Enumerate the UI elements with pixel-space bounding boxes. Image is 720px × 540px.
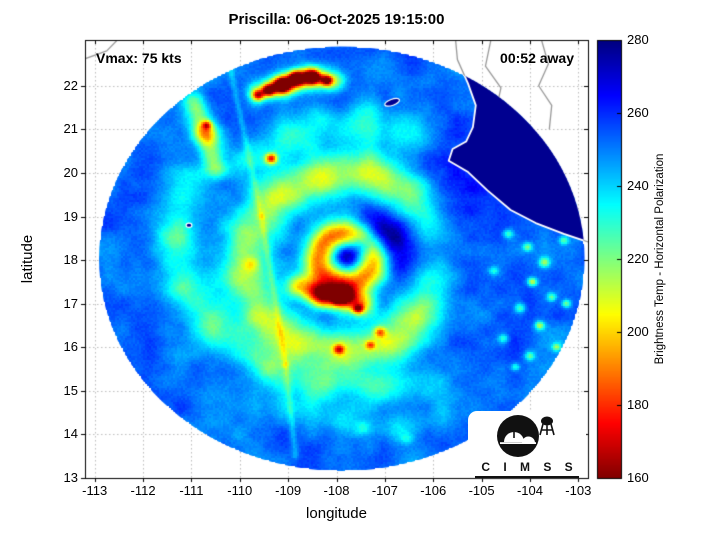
x-tick-label: -107 [371, 483, 398, 498]
x-tick-label: -112 [130, 483, 156, 498]
x-tick-label: -108 [323, 483, 350, 498]
cimss-logo: C I M S S [468, 411, 586, 478]
cimss-logo-letters: C I M S S [481, 460, 578, 474]
figure-title: Priscilla: 06-Oct-2025 19:15:00 [228, 11, 445, 28]
colorbar-tick-label: 260 [627, 105, 649, 120]
x-tick-label: -113 [82, 483, 108, 498]
cimss-logo-icon [497, 415, 555, 457]
vmax-annotation: Vmax: 75 kts [96, 50, 182, 66]
colorbar-tick-label: 220 [627, 251, 649, 266]
x-tick-label: -111 [179, 483, 204, 498]
x-tick-label: -106 [420, 483, 447, 498]
y-tick-label: 20 [63, 164, 78, 180]
logo-underline [475, 476, 579, 478]
colorbar-tick-label: 280 [627, 32, 649, 47]
colorbar-tick-label: 200 [627, 324, 649, 339]
x-tick-label: -109 [275, 483, 302, 498]
y-tick-label: 16 [63, 339, 78, 355]
y-tick-label: 14 [63, 426, 78, 442]
colorbar-tick-label: 160 [627, 470, 649, 485]
y-tick-label: 22 [63, 77, 78, 93]
y-tick-label: 18 [63, 252, 78, 268]
x-tick-label: -103 [565, 483, 592, 498]
x-tick-label: -104 [516, 483, 543, 498]
colorbar-tick-label: 180 [627, 397, 649, 412]
y-tick-label: 21 [63, 121, 78, 137]
x-axis-label: longitude [306, 505, 367, 522]
colorbar-tick-label: 240 [627, 178, 649, 193]
time-away-annotation: 00:52 away [500, 50, 574, 66]
y-tick-label: 17 [63, 295, 78, 311]
x-tick-label: -105 [468, 483, 495, 498]
x-tick-label: -110 [227, 483, 253, 498]
y-tick-label: 13 [63, 470, 78, 485]
y-tick-label: 19 [63, 208, 78, 224]
y-axis-label: latitude [19, 234, 36, 284]
y-tick-label: 15 [63, 382, 78, 398]
